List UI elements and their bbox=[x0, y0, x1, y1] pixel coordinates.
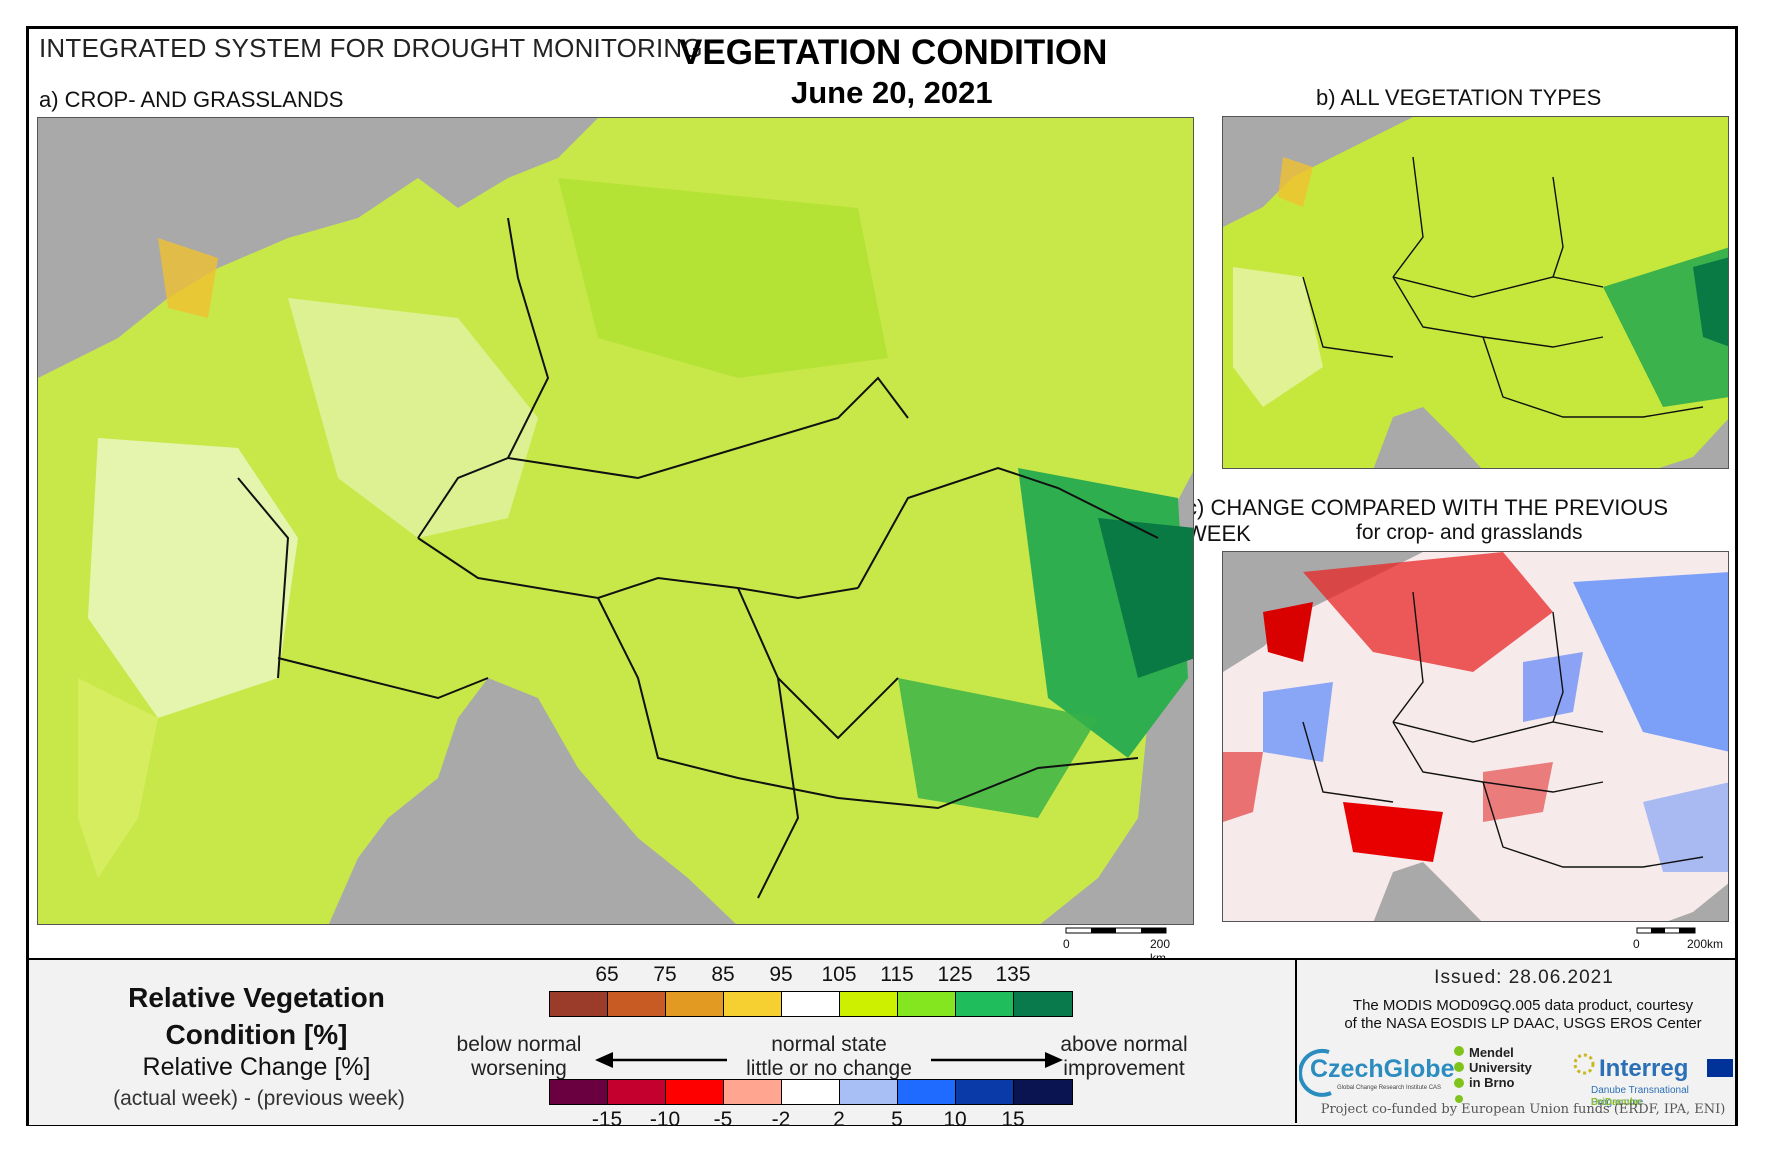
change-colorbar bbox=[549, 1079, 1073, 1105]
map-date: June 20, 2021 bbox=[791, 75, 993, 110]
cofunded-note: Project co-funded by European Union fund… bbox=[1320, 1102, 1726, 1117]
legend-change-title: Relative Change [%] bbox=[142, 1053, 371, 1081]
interreg-logo-sub: Danube Transnational Programme bbox=[1591, 1085, 1689, 1108]
mendel-line-1: Mendel bbox=[1469, 1045, 1514, 1060]
change-tick-label: -2 bbox=[771, 1108, 791, 1131]
condition-tick-label: 85 bbox=[711, 963, 735, 986]
condition-swatch-8 bbox=[1014, 992, 1072, 1016]
land-area bbox=[38, 118, 1193, 924]
worsening-area-north bbox=[1303, 552, 1553, 672]
scale-zero-c: 0 bbox=[1633, 937, 1640, 951]
czechglobe-swoosh-icon bbox=[1299, 1048, 1332, 1097]
right-desc-line1: above normal bbox=[1060, 1033, 1188, 1056]
panel-c-sublabel: for crop- and grasslands bbox=[1356, 521, 1583, 544]
change-tick-label: -15 bbox=[591, 1108, 623, 1131]
condition-swatch-5 bbox=[840, 992, 898, 1016]
data-source-credit: The MODIS MOD09GQ.005 data product, cour… bbox=[1311, 997, 1735, 1033]
czechglobe-logo: CzechGlobe bbox=[1310, 1055, 1455, 1083]
condition-tick-label: 135 bbox=[995, 963, 1031, 986]
map-frame: INTEGRATED SYSTEM FOR DROUGHT MONITORING… bbox=[26, 26, 1738, 1131]
change-swatch-4 bbox=[782, 1080, 840, 1104]
improvement-area-east bbox=[1573, 572, 1728, 752]
main-title: VEGETATION CONDITION bbox=[679, 33, 1108, 72]
center-desc: normal state little or no change bbox=[729, 1033, 929, 1081]
change-tick-label: 5 bbox=[891, 1108, 903, 1131]
center-desc-line2: little or no change bbox=[746, 1057, 912, 1080]
condition-swatch-3 bbox=[724, 992, 782, 1016]
panel-a-map bbox=[37, 117, 1194, 925]
change-swatch-1 bbox=[608, 1080, 666, 1104]
condition-swatch-0 bbox=[550, 992, 608, 1016]
condition-swatch-6 bbox=[898, 992, 956, 1016]
scale-zero-a: 0 bbox=[1063, 937, 1070, 951]
panel-c-scalebar: 0 200km bbox=[1627, 925, 1737, 955]
condition-swatch-7 bbox=[956, 992, 1014, 1016]
right-desc: above normal improvement bbox=[1049, 1033, 1199, 1081]
source-line-2: of the NASA EOSDIS LP DAAC, USGS EROS Ce… bbox=[1344, 1015, 1702, 1032]
condition-swatch-1 bbox=[608, 992, 666, 1016]
arrow-right-icon bbox=[931, 1052, 1063, 1068]
mendel-line-2: University bbox=[1469, 1060, 1532, 1075]
panel-c-label: c) CHANGE COMPARED WITH THE PREVIOUS WEE… bbox=[1186, 495, 1669, 546]
interreg-logo: Interreg bbox=[1599, 1055, 1689, 1082]
eu-flag-icon bbox=[1707, 1059, 1733, 1077]
panel-b-map bbox=[1222, 116, 1729, 469]
condition-tick-label: 95 bbox=[769, 963, 793, 986]
legend-divider bbox=[1295, 958, 1297, 1123]
left-desc-line2: worsening bbox=[471, 1057, 567, 1080]
mendel-logo: Mendel University in Brno bbox=[1469, 1045, 1532, 1090]
left-desc: below normal worsening bbox=[439, 1033, 599, 1081]
condition-colorbar bbox=[549, 991, 1073, 1017]
czechglobe-logo-sub: Global Change Research Institute CAS bbox=[1337, 1085, 1442, 1091]
change-swatch-2 bbox=[666, 1080, 724, 1104]
left-desc-line1: below normal bbox=[456, 1033, 582, 1056]
condition-tick-label: 75 bbox=[653, 963, 677, 986]
condition-tick-label: 65 bbox=[595, 963, 619, 986]
system-title: INTEGRATED SYSTEM FOR DROUGHT MONITORING bbox=[39, 33, 703, 63]
change-tick-label: 15 bbox=[1001, 1108, 1025, 1131]
condition-swatch-4 bbox=[782, 992, 840, 1016]
panel-a-scalebar: 0 200 km bbox=[1054, 925, 1184, 965]
panel-c-map bbox=[1222, 551, 1729, 922]
panel-b-label: b) ALL VEGETATION TYPES bbox=[1316, 85, 1602, 110]
center-desc-line1: normal state bbox=[771, 1033, 887, 1056]
scale-km-c: 200km bbox=[1687, 937, 1724, 951]
worsening-area-po-valley bbox=[1343, 802, 1443, 862]
mendel-dots-icon bbox=[1454, 1046, 1464, 1103]
change-swatch-6 bbox=[898, 1080, 956, 1104]
right-desc-line2: improvement bbox=[1063, 1057, 1185, 1080]
arrow-left-icon bbox=[595, 1052, 727, 1068]
panel-a-label: a) CROP- AND GRASSLANDS bbox=[39, 87, 344, 112]
condition-swatch-2 bbox=[666, 992, 724, 1016]
condition-tick-label: 115 bbox=[880, 963, 914, 986]
change-tick-label: -10 bbox=[649, 1108, 681, 1131]
issued-date: Issued: 28.06.2021 bbox=[1434, 967, 1614, 988]
legend-arrows bbox=[595, 1052, 1063, 1068]
interreg-logo-sub2: DriDanube bbox=[1591, 1097, 1642, 1108]
change-swatch-3 bbox=[724, 1080, 782, 1104]
change-tick-label: 2 bbox=[833, 1108, 845, 1131]
interreg-star-icon bbox=[1573, 1053, 1595, 1075]
legend-change-subtitle: (actual week) - (previous week) bbox=[113, 1087, 405, 1110]
condition-tick-label: 125 bbox=[937, 963, 973, 986]
change-tick-label: 10 bbox=[943, 1108, 967, 1131]
condition-tick-label: 105 bbox=[821, 963, 857, 986]
source-line-1: The MODIS MOD09GQ.005 data product, cour… bbox=[1352, 997, 1694, 1014]
legend-title: Relative Vegetation Condition [%] bbox=[128, 982, 385, 1050]
mendel-line-3: in Brno bbox=[1469, 1075, 1515, 1090]
change-swatch-7 bbox=[956, 1080, 1014, 1104]
change-swatch-5 bbox=[840, 1080, 898, 1104]
change-swatch-8 bbox=[1014, 1080, 1072, 1104]
change-tick-label: -5 bbox=[713, 1108, 733, 1131]
change-swatch-0 bbox=[550, 1080, 608, 1104]
